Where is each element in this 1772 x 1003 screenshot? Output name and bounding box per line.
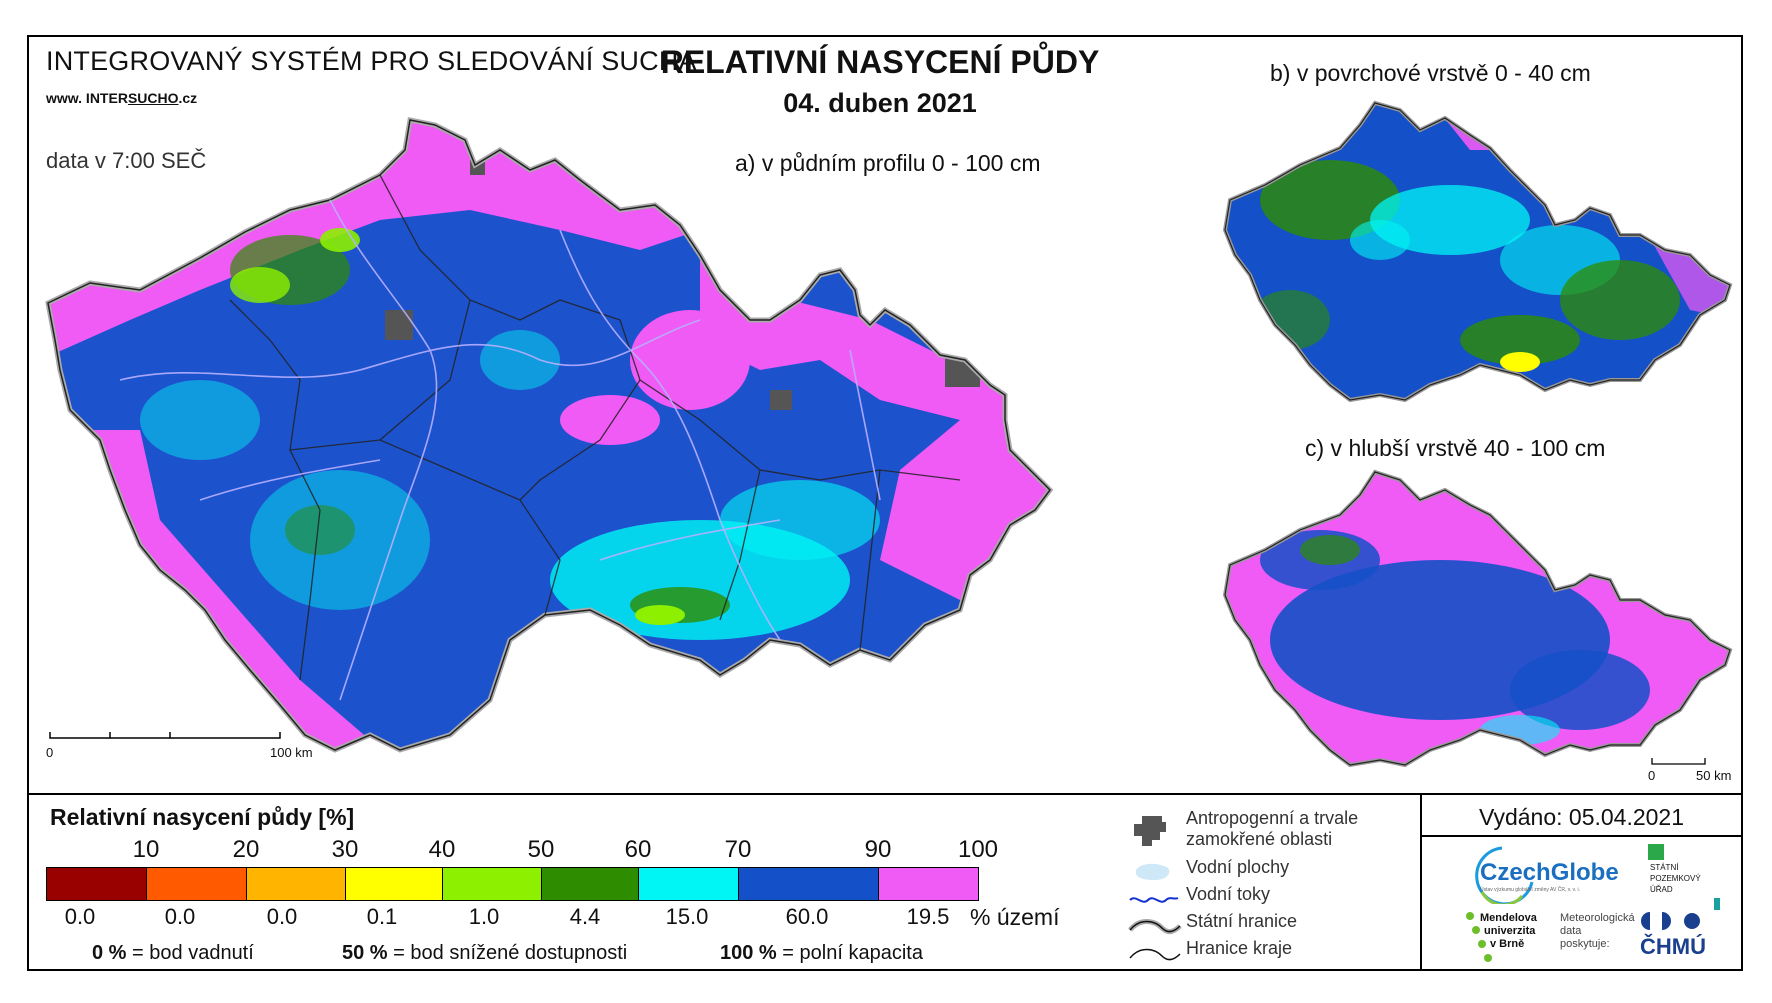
czechglobe-logo: CzechGlobe bbox=[1480, 859, 1619, 886]
legend-color-swatch bbox=[246, 867, 346, 901]
legend-state-border: Státní hranice bbox=[1186, 911, 1298, 931]
chmu-logo: ČHMÚ bbox=[1640, 934, 1706, 959]
legend-area-pct: 0.1 bbox=[366, 904, 398, 929]
legend-divider bbox=[27, 793, 1743, 795]
symbol-legend-icons bbox=[1128, 816, 1182, 961]
meteo-line3: poskytuje: bbox=[1560, 938, 1610, 950]
scale-bar-small bbox=[1651, 758, 1706, 765]
map-frame bbox=[27, 35, 1743, 971]
legend-note-reduced: 50 % = bod snížené dostupnosti bbox=[342, 942, 628, 964]
legend-threshold: 40 bbox=[428, 836, 456, 863]
scale-small-end: 50 km bbox=[1696, 768, 1732, 783]
issued-date: Vydáno: 05.04.2021 bbox=[1478, 804, 1685, 830]
spu-line3: ÚŘAD bbox=[1650, 885, 1673, 894]
mendel-logo-icon bbox=[1466, 912, 1492, 962]
legend-color-swatch bbox=[738, 867, 879, 901]
legend-water-bodies: Vodní plochy bbox=[1186, 857, 1290, 877]
legend-threshold: 100 bbox=[957, 836, 999, 863]
anthropogenic-icon bbox=[1134, 816, 1166, 846]
legend-threshold: 60 bbox=[624, 836, 652, 863]
stream-icon bbox=[1129, 897, 1179, 903]
legend-color-swatch bbox=[345, 867, 443, 901]
legend-area-unit: % území bbox=[970, 904, 1060, 930]
mendel-line3: v Brně bbox=[1490, 938, 1525, 950]
czechglobe-subtitle: Ústav výzkumu globální změny AV ČR, v. v… bbox=[1480, 887, 1581, 893]
page-title: RELATIVNÍ NASYCENÍ PŮDY bbox=[660, 44, 1100, 80]
map-c-label: c) v hlubší vrstvě 40 - 100 cm bbox=[1305, 435, 1606, 461]
region-border-icon bbox=[1129, 948, 1181, 961]
spu-line1: STÁTNÍ bbox=[1650, 863, 1679, 872]
state-border-icon-inner bbox=[1129, 920, 1181, 933]
legend-color-swatch bbox=[638, 867, 739, 901]
legend-area-pct: 19.5 bbox=[906, 904, 950, 929]
meteo-line1: Meteorologická bbox=[1560, 912, 1635, 924]
legend-region-border: Hranice kraje bbox=[1186, 938, 1293, 958]
legend-area-pct: 60.0 bbox=[785, 904, 829, 929]
czechglobe-logo-icon bbox=[1475, 846, 1534, 904]
legend-area-pct: 0.0 bbox=[266, 904, 298, 929]
legend-threshold: 70 bbox=[724, 836, 752, 863]
data-time: data v 7:00 SEČ bbox=[46, 148, 207, 173]
legend-threshold: 30 bbox=[331, 836, 359, 863]
legend-vertical-divider bbox=[1420, 793, 1422, 971]
legend-threshold: 50 bbox=[527, 836, 555, 863]
legend-anthropogenic: Antropogenní a trvale zamokřené oblasti bbox=[1186, 808, 1359, 849]
scale-bar-main bbox=[49, 732, 281, 739]
legend-color-swatch bbox=[442, 867, 542, 901]
legend-color-swatch bbox=[878, 867, 979, 901]
legend-note-wilting: 0 % = bod vadnutí bbox=[92, 942, 254, 964]
water-body-icon bbox=[1135, 863, 1170, 880]
scale-small-start: 0 bbox=[1648, 768, 1656, 783]
legend-area-pct: 15.0 bbox=[665, 904, 709, 929]
map-date: 04. duben 2021 bbox=[783, 88, 977, 118]
mendel-line2: univerzita bbox=[1484, 925, 1536, 937]
scale-main-end: 100 km bbox=[270, 745, 313, 760]
map-b-label: b) v povrchové vrstvě 0 - 40 cm bbox=[1270, 60, 1591, 86]
legend-area-pct: 0.0 bbox=[164, 904, 196, 929]
legend-color-swatch bbox=[46, 867, 147, 901]
legend-title: Relativní nasycení půdy [%] bbox=[50, 804, 355, 830]
legend-area-pct: 4.4 bbox=[569, 904, 601, 929]
chmu-logo-icon bbox=[1641, 912, 1700, 930]
legend-streams: Vodní toky bbox=[1186, 884, 1271, 904]
mendel-line1: Mendelova bbox=[1480, 912, 1537, 924]
website-link[interactable]: www. INTERSUCHO.cz bbox=[46, 90, 198, 106]
legend-threshold: 90 bbox=[864, 836, 892, 863]
legend-threshold: 10 bbox=[132, 836, 160, 863]
meteo-line2: data bbox=[1560, 925, 1582, 937]
spu-line2: POZEMKOVÝ bbox=[1650, 874, 1701, 883]
map-a bbox=[48, 120, 1050, 750]
system-name: INTEGROVANÝ SYSTÉM PRO SLEDOVÁNÍ SUCHA bbox=[46, 46, 697, 76]
legend-area-pct: 1.0 bbox=[468, 904, 500, 929]
legend-color-swatch bbox=[146, 867, 247, 901]
legend-area-pct: 0.0 bbox=[64, 904, 96, 929]
legend-threshold: 20 bbox=[232, 836, 260, 863]
scale-main-start: 0 bbox=[46, 745, 54, 760]
legend-color-swatch bbox=[541, 867, 639, 901]
issued-divider bbox=[1420, 835, 1743, 837]
legend-note-capacity: 100 % = polní kapacita bbox=[720, 942, 923, 964]
map-a-label: a) v půdním profilu 0 - 100 cm bbox=[735, 150, 1041, 176]
spu-logo-icon bbox=[1648, 844, 1720, 910]
